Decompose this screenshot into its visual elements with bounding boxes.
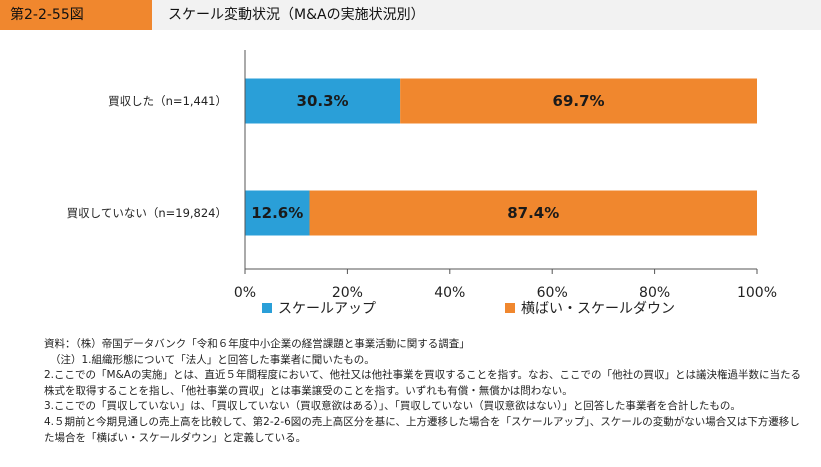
figure-title: スケール変動状況（M&Aの実施状況別） [152,0,821,30]
bar-1-series-2 [400,78,757,124]
legend-item-scale-up: スケールアップ [262,298,376,320]
legend-swatch-scale-up [262,303,272,313]
x-tick-label-5: 80% [639,285,670,298]
bar-2-series-2 [309,190,757,236]
note-2: 2.ここでの「M&Aの実施」とは、直近５年間程度において、他社又は他社事業を買収… [44,369,802,397]
data-label-1-series-1: 30.3% [297,92,349,110]
x-tick-label-2: 20% [332,285,363,298]
x-tick-label-1: 0% [234,285,256,298]
note-source: 資料：（株）帝国データバンク「令和６年度中小企業の経営課題と事業活動に関する調査… [44,338,470,350]
legend-label-scale-up: スケールアップ [278,301,376,317]
data-label-2-series-2: 87.4% [507,204,559,222]
bar-2-series-1 [245,190,310,236]
note-3: 3.ここでの「買収していない」は、「買収していない（買収意欲はある）」、「買収し… [44,400,741,413]
data-label-1-series-2: 69.7% [553,92,605,110]
x-tick-label-6: 100% [737,285,777,298]
note-1: （注）1.組織形態について「法人」と回答した事業者に聞いたもの。 [50,353,375,366]
figure-header: 第2-2-55図 スケール変動状況（M&Aの実施状況別） [0,0,821,30]
legend-item-flat-down: 横ばい・スケールダウン [505,298,675,320]
source-notes: 資料：（株）帝国データバンク「令和６年度中小企業の経営課題と事業活動に関する調査… [44,337,804,446]
legend-label-flat-down: 横ばい・スケールダウン [521,301,675,317]
note-4: 4.５期前と今期見通しの売上高を比較して、第2-2-6図の売上高区分を基に、上方… [44,415,800,444]
legend-swatch-flat-down [505,303,515,313]
category-label-2: 買収していない（n=19,824） [67,206,227,220]
stacked-bar-chart: 30.3% 69.7% 買収した（n=1,441） 12.6% 87.4% 買収していない… [67,50,777,298]
data-label-2-series-1: 12.6% [251,204,303,222]
chart-legend: スケールアップ 横ばい・スケールダウン [0,298,821,322]
x-tick-label-3: 40% [434,285,465,298]
figure-number: 第2-2-55図 [0,0,152,30]
x-tick-label-4: 60% [537,285,568,298]
category-label-1: 買収した（n=1,441） [108,94,227,108]
bar-1-series-1 [245,78,401,124]
